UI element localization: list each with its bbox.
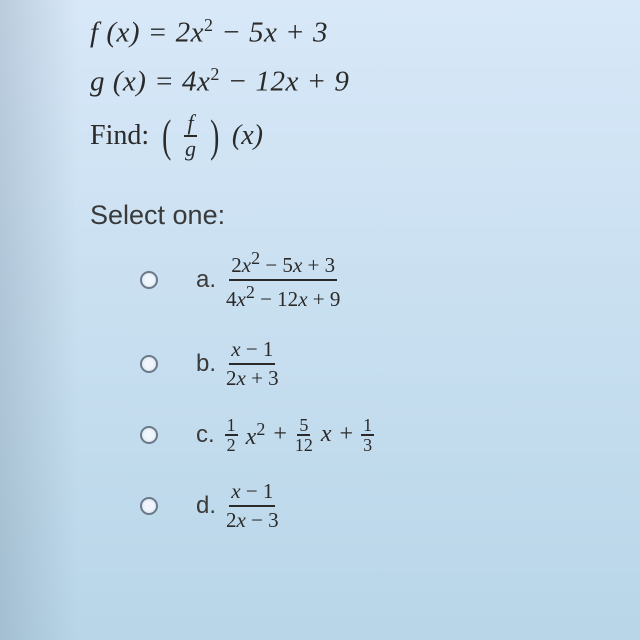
option-a-fraction: 2x2 − 5x + 3 4x2 − 12x + 9 (226, 249, 340, 311)
radio-d[interactable] (140, 497, 158, 515)
option-d[interactable]: d. x − 1 2x − 3 (90, 480, 630, 532)
frac-top: f (184, 112, 196, 137)
find-arg: (x) (232, 120, 263, 152)
option-d-letter: d. (196, 492, 216, 520)
left-edge-shadow (0, 0, 78, 640)
option-a-letter: a. (196, 266, 216, 294)
radio-a[interactable] (140, 271, 158, 289)
option-b-letter: b. (196, 350, 216, 378)
equation-g: g (x) = 4x2 − 12x + 9 (90, 64, 630, 99)
equation-f: f (x) = 2x2 − 5x + 3 (90, 15, 630, 50)
option-b-fraction: x − 1 2x + 3 (226, 338, 279, 390)
find-label: Find: (90, 120, 149, 152)
frac-bot: g (185, 137, 196, 160)
radio-c[interactable] (140, 426, 158, 444)
option-d-fraction: x − 1 2x − 3 (226, 480, 279, 532)
select-prompt: Select one: (90, 200, 630, 231)
option-c-expression: 12 x2 + 512 x + 13 (225, 416, 374, 454)
option-b[interactable]: b. x − 1 2x + 3 (90, 338, 630, 390)
option-c-letter: c. (196, 421, 215, 449)
question-content: f (x) = 2x2 − 5x + 3 g (x) = 4x2 − 12x +… (90, 15, 630, 558)
option-c[interactable]: c. 12 x2 + 512 x + 13 (90, 416, 630, 454)
find-expression: Find: ( f g ) (x) (90, 112, 630, 160)
option-a[interactable]: a. 2x2 − 5x + 3 4x2 − 12x + 9 (90, 249, 630, 311)
radio-b[interactable] (140, 355, 158, 373)
